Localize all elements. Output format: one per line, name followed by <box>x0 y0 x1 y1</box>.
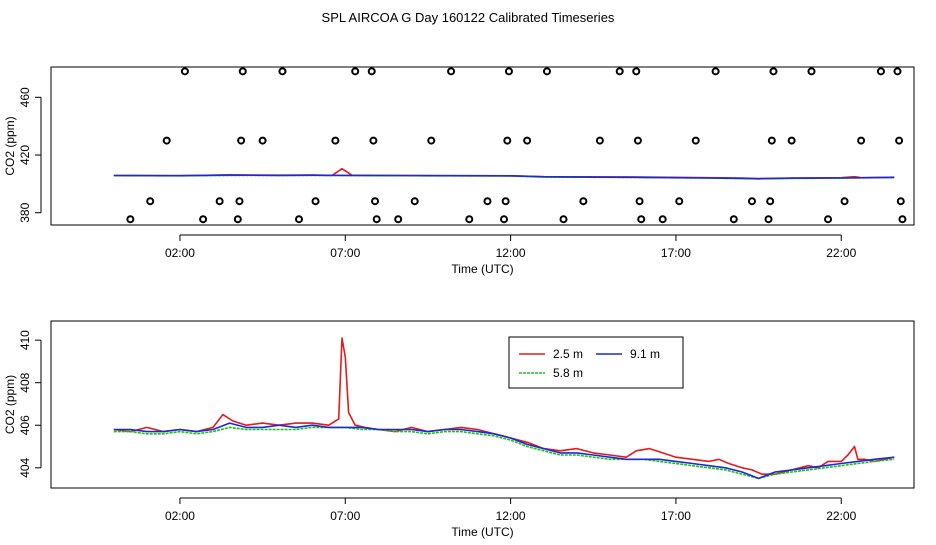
reference-point <box>238 67 247 76</box>
reference-point <box>807 67 816 76</box>
reference-point <box>632 67 641 76</box>
reference-point <box>876 67 885 76</box>
reference-point <box>766 197 775 206</box>
reference-point <box>579 197 588 206</box>
reference-point <box>857 136 866 145</box>
reference-point <box>711 67 720 76</box>
reference-point <box>410 197 419 206</box>
reference-point <box>769 67 778 76</box>
y-tick-label: 410 <box>18 330 32 350</box>
x-axis-label: Time (UTC) <box>451 525 513 539</box>
reference-point <box>394 215 403 224</box>
reference-point <box>215 197 224 206</box>
figure-title: SPL AIRCOA G Day 160122 Calibrated Times… <box>322 10 615 25</box>
x-tick-label: 12:00 <box>496 246 526 260</box>
reference-point <box>351 67 360 76</box>
x-axis-label: Time (UTC) <box>451 262 513 276</box>
x-tick-label: 17:00 <box>661 246 691 260</box>
y-axis-label: CO2 (ppm) <box>3 375 17 434</box>
reference-point <box>503 136 512 145</box>
top-panel: 02:00 07:00 12:00 17:00 22:00 Time (UTC) 380 42… <box>3 66 915 276</box>
reference-point <box>633 136 642 145</box>
reference-point <box>595 136 604 145</box>
reference-point <box>895 136 904 145</box>
reference-point <box>331 136 340 145</box>
reference-point <box>729 215 738 224</box>
legend: 2.5 m 9.1 m 5.8 m <box>508 336 684 389</box>
reference-point <box>767 136 776 145</box>
reference-point <box>504 67 513 76</box>
reference-point <box>501 197 510 206</box>
reference-point <box>898 215 907 224</box>
y-axis-label: CO2 (ppm) <box>3 116 17 175</box>
bottom-panel: 02:00 07:00 12:00 17:00 22:00 Time (UTC) 404 40… <box>3 320 915 539</box>
reference-point <box>146 197 155 206</box>
reference-point <box>447 67 456 76</box>
reference-point <box>764 215 773 224</box>
x-tick-label: 02:00 <box>165 246 195 260</box>
series-line-5-8-m <box>113 426 895 480</box>
reference-point <box>658 215 667 224</box>
reference-point <box>235 197 244 206</box>
y-tick-label: 460 <box>18 87 32 107</box>
reference-point <box>294 215 303 224</box>
reference-point <box>893 67 902 76</box>
plot-frame <box>50 66 915 226</box>
reference-point <box>367 67 376 76</box>
legend-label: 2.5 m <box>553 347 583 361</box>
reference-point <box>258 136 267 145</box>
reference-point <box>637 215 646 224</box>
reference-point <box>278 67 287 76</box>
x-tick-label: 22:00 <box>826 246 856 260</box>
legend-box <box>508 336 684 389</box>
reference-point <box>787 136 796 145</box>
reference-point <box>465 215 474 224</box>
reference-point <box>523 136 532 145</box>
reference-point <box>311 197 320 206</box>
series-line-2-5-m <box>113 337 895 476</box>
reference-point <box>126 215 135 224</box>
reference-point <box>199 215 208 224</box>
reference-point <box>233 215 242 224</box>
reference-point <box>369 136 378 145</box>
reference-point <box>371 197 380 206</box>
y-tick-label: 408 <box>18 372 32 392</box>
x-tick-label: 22:00 <box>826 509 856 523</box>
y-tick-label: 420 <box>18 145 32 165</box>
reference-point <box>162 136 171 145</box>
y-tick-label: 404 <box>18 457 32 477</box>
reference-point <box>824 215 833 224</box>
reference-point <box>372 215 381 224</box>
reference-point <box>691 136 700 145</box>
x-tick-label: 17:00 <box>661 509 691 523</box>
reference-point <box>635 197 644 206</box>
x-tick-label: 02:00 <box>165 509 195 523</box>
plot-frame <box>50 320 915 489</box>
reference-point <box>896 197 905 206</box>
reference-point <box>747 197 756 206</box>
legend-label: 9.1 m <box>630 347 660 361</box>
reference-point <box>237 136 246 145</box>
reference-point <box>499 215 508 224</box>
reference-point <box>615 67 624 76</box>
reference-point <box>675 197 684 206</box>
x-tick-label: 07:00 <box>330 246 360 260</box>
x-tick-label: 07:00 <box>330 509 360 523</box>
reference-point <box>542 67 551 76</box>
reference-point <box>483 197 492 206</box>
reference-point <box>559 215 568 224</box>
series-line-9-1-m <box>113 174 895 180</box>
reference-point <box>840 197 849 206</box>
y-tick-label: 406 <box>18 415 32 435</box>
reference-point <box>180 67 189 76</box>
reference-point <box>427 136 436 145</box>
series-line-9-1-m <box>113 422 895 480</box>
y-tick-label: 380 <box>18 202 32 222</box>
x-tick-label: 12:00 <box>496 509 526 523</box>
series-line-2-5-m <box>113 167 895 180</box>
legend-label: 5.8 m <box>553 366 583 380</box>
